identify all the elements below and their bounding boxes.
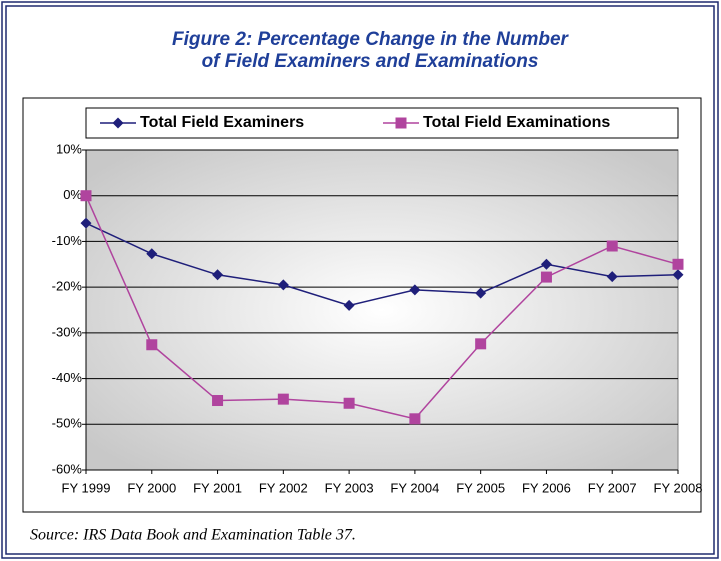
legend-marker xyxy=(395,117,407,129)
x-tick-label: FY 2008 xyxy=(654,480,703,495)
data-point xyxy=(475,287,487,299)
series-line xyxy=(85,222,679,307)
data-point xyxy=(540,271,552,283)
data-point xyxy=(409,413,421,425)
y-tick-label: -50% xyxy=(52,416,83,431)
y-tick-label: -40% xyxy=(52,370,83,385)
y-tick-label: -20% xyxy=(52,279,83,294)
data-point xyxy=(409,284,421,296)
chart-title: Figure 2: Percentage Change in the Numbe… xyxy=(172,29,570,50)
data-point xyxy=(606,271,618,283)
data-point xyxy=(343,397,355,409)
data-point xyxy=(146,339,158,351)
x-tick-label: FY 2005 xyxy=(456,480,505,495)
data-point xyxy=(672,269,684,281)
data-point xyxy=(475,338,487,350)
data-point xyxy=(606,240,618,252)
x-tick-label: FY 2003 xyxy=(325,480,374,495)
x-tick-label: FY 2002 xyxy=(259,480,308,495)
y-tick-label: -30% xyxy=(52,324,83,339)
data-point xyxy=(672,258,684,270)
y-tick-label: -60% xyxy=(52,461,83,476)
y-tick-label: -10% xyxy=(52,233,83,248)
inner-border xyxy=(5,5,715,555)
series-line xyxy=(85,195,679,420)
x-tick-label: FY 2001 xyxy=(193,480,242,495)
data-point xyxy=(146,248,158,260)
y-tick-label: 0% xyxy=(63,187,82,202)
legend-label: Total Field Examinations xyxy=(423,114,610,131)
legend-marker xyxy=(112,117,124,129)
x-tick-label: FY 1999 xyxy=(62,480,111,495)
x-tick-label: FY 2004 xyxy=(390,480,439,495)
plot-area xyxy=(85,149,679,471)
data-point xyxy=(343,299,355,311)
legend-box xyxy=(85,107,679,139)
source-note: Source: IRS Data Book and Examination Ta… xyxy=(30,527,356,544)
x-tick-label: FY 2007 xyxy=(588,480,637,495)
data-point xyxy=(212,269,224,281)
legend-label: Total Field Examiners xyxy=(140,114,304,131)
data-point xyxy=(277,393,289,405)
data-point xyxy=(80,190,92,202)
data-point xyxy=(277,279,289,291)
data-point xyxy=(540,258,552,270)
chart-title: of Field Examiners and Examinations xyxy=(202,51,539,72)
data-point xyxy=(212,395,224,407)
data-point xyxy=(80,217,92,229)
y-tick-label: 10% xyxy=(56,141,82,156)
x-tick-label: FY 2006 xyxy=(522,480,571,495)
x-tick-label: FY 2000 xyxy=(127,480,176,495)
